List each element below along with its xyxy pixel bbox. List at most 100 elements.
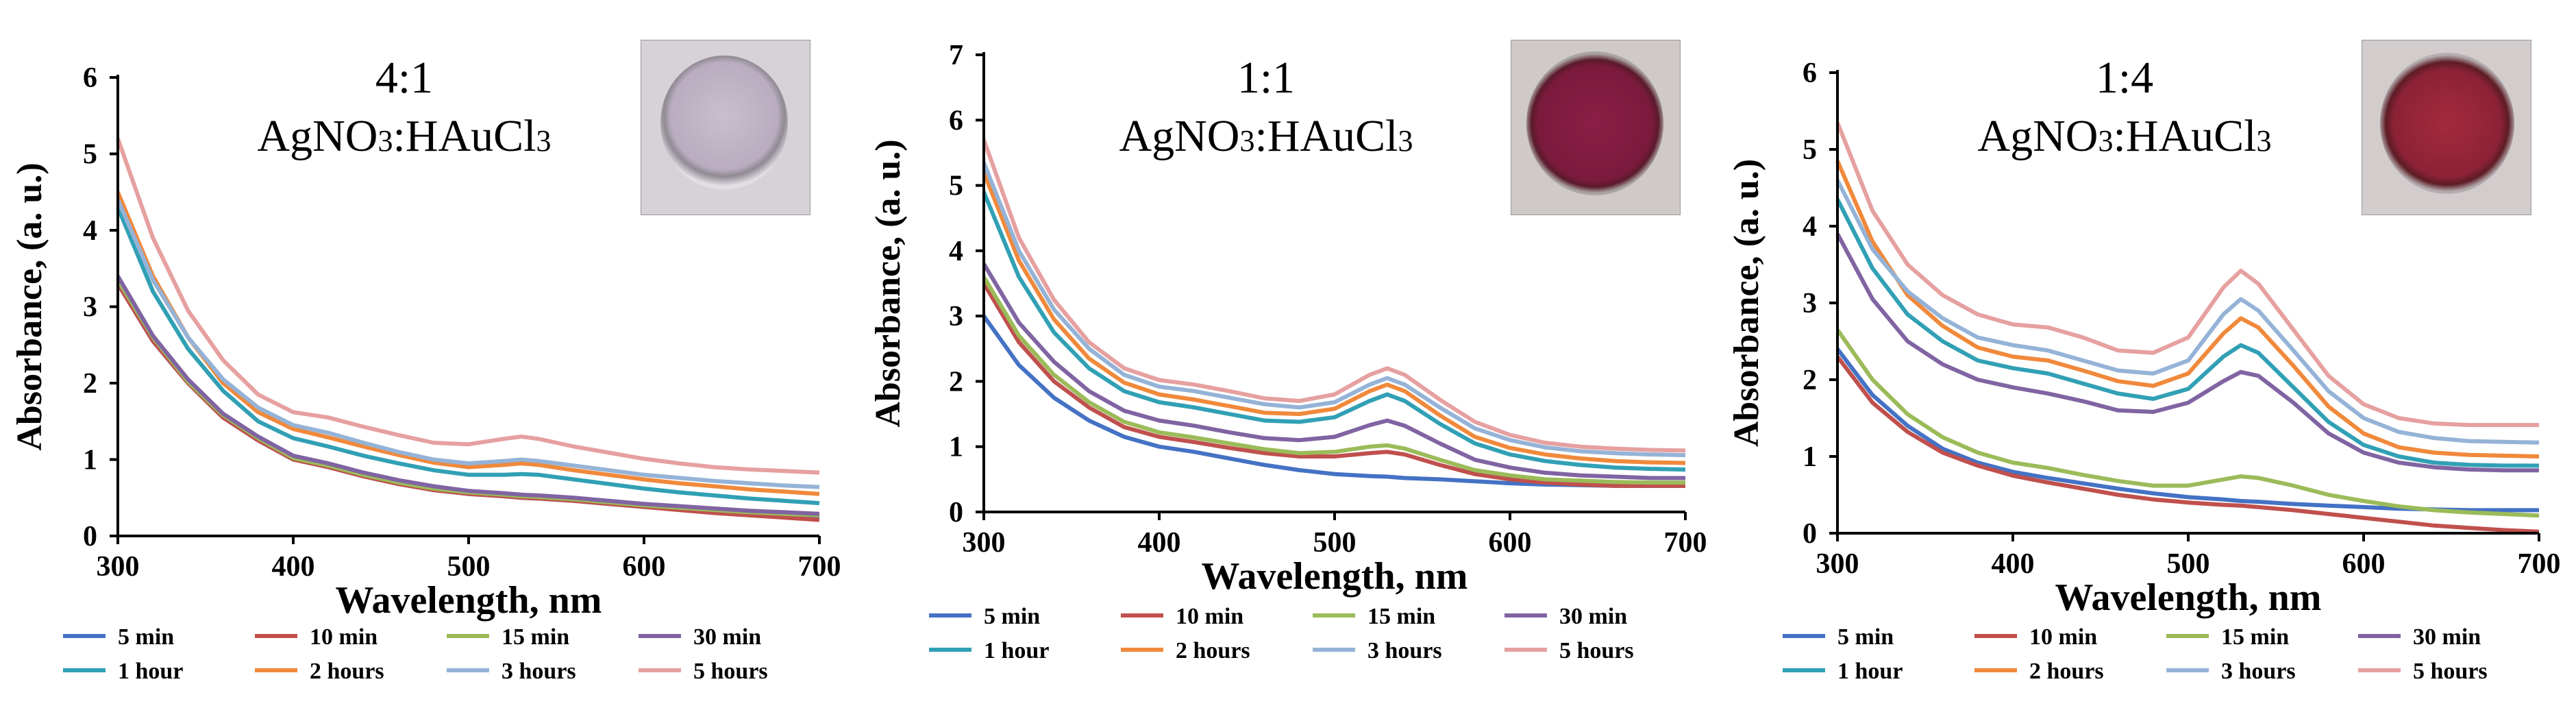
legend-item-5-min: 5 min bbox=[63, 624, 174, 650]
legend-item-3-hours: 3 hours bbox=[1313, 638, 1442, 663]
series-line-1-hour bbox=[1835, 198, 2539, 468]
legend-item-30-min: 30 min bbox=[1504, 604, 1627, 629]
series-line-15-min bbox=[1835, 328, 2540, 518]
legend-item-5-hours: 5 hours bbox=[1504, 638, 1634, 663]
legend-item-1-hour: 1 hour bbox=[929, 638, 1049, 663]
legend-label: 1 hour bbox=[984, 638, 1049, 663]
series-line-1-hour bbox=[116, 206, 820, 506]
legend-item-30-min: 30 min bbox=[639, 624, 761, 650]
y-tick-label: 5 bbox=[949, 171, 963, 202]
y-tick-label: 6 bbox=[949, 105, 963, 136]
y-tick-label: 1 bbox=[949, 432, 963, 463]
legend-label: 15 min bbox=[1367, 604, 1435, 629]
legend-label: 2 hours bbox=[2029, 659, 2104, 684]
series-line-15-min bbox=[982, 276, 1685, 485]
legend-label: 3 hours bbox=[501, 659, 576, 684]
legend-item-2-hours: 2 hours bbox=[255, 659, 384, 684]
legend-item-2-hours: 2 hours bbox=[1974, 659, 2104, 684]
x-tick-label: 400 bbox=[272, 551, 315, 583]
x-axis-label: Wavelength, nm bbox=[336, 579, 602, 622]
series-line-2-hours bbox=[116, 191, 820, 496]
legend-label: 10 min bbox=[1176, 604, 1243, 629]
chart-panel-4-1: 0 1 2 3 4 5 6 300 400 500 600 700 Wavelength, nm Abso… bbox=[0, 0, 858, 721]
y-axis-label: Absorbance, (a. u.) bbox=[1727, 159, 1766, 447]
legend-item-15-min: 15 min bbox=[447, 624, 569, 650]
chart-4-1: 0 1 2 3 4 5 6 300 400 500 600 700 Wavelength, nm Abso… bbox=[10, 53, 841, 684]
y-tick-label: 6 bbox=[83, 62, 97, 94]
legend-item-15-min: 15 min bbox=[2166, 624, 2289, 650]
chart-panel-1-1: 0 1 2 3 4 5 6 7 300 400 500 600 700 Wavelength, nm Abs… bbox=[858, 0, 1717, 721]
y-tick-label: 4 bbox=[1803, 211, 1817, 243]
legend-label: 1 hour bbox=[118, 659, 183, 684]
legend-item-10-min: 10 min bbox=[255, 624, 377, 650]
chart-title: 1:1 bbox=[1237, 53, 1295, 103]
y-tick-label: 0 bbox=[1803, 518, 1817, 550]
legend-item-5-min: 5 min bbox=[929, 604, 1040, 629]
legend-item-5-min: 5 min bbox=[1783, 624, 1894, 650]
y-tick-label: 0 bbox=[83, 521, 97, 552]
series-line-3-hours bbox=[116, 199, 820, 489]
x-tick-label: 400 bbox=[1992, 548, 2035, 580]
legend-item-15-min: 15 min bbox=[1313, 604, 1435, 629]
x-tick-label: 500 bbox=[1313, 527, 1357, 559]
y-tick-label: 2 bbox=[1803, 365, 1817, 396]
legend-label: 5 hours bbox=[2413, 659, 2488, 684]
legend-item-5-hours: 5 hours bbox=[2358, 659, 2488, 684]
inset-photo-4-1 bbox=[641, 40, 810, 215]
x-tick-label: 500 bbox=[2167, 548, 2210, 580]
x-tick-label: 600 bbox=[623, 551, 666, 583]
legend-label: 30 min bbox=[693, 624, 761, 650]
x-tick-label: 500 bbox=[447, 551, 491, 583]
legend-label: 1 hour bbox=[1837, 659, 1903, 684]
x-tick-label: 300 bbox=[1816, 548, 1859, 580]
y-tick-label: 3 bbox=[949, 301, 963, 332]
legend-item-3-hours: 3 hours bbox=[2166, 659, 2296, 684]
legend-item-10-min: 10 min bbox=[1121, 604, 1243, 629]
x-axis-label: Wavelength, nm bbox=[1202, 555, 1468, 598]
chart-subtitle: AgNO3:HAuCl3 bbox=[1977, 111, 2271, 161]
series-line-30-min bbox=[982, 262, 1685, 480]
chart-subtitle: AgNO3:HAuCl3 bbox=[257, 111, 551, 161]
y-tick-label: 3 bbox=[83, 292, 97, 323]
legend-label: 5 min bbox=[1837, 624, 1894, 650]
inset-photo-1-1 bbox=[1511, 40, 1681, 215]
legend-label: 5 min bbox=[984, 604, 1040, 629]
legend-label: 15 min bbox=[501, 624, 569, 650]
y-tick-label: 7 bbox=[949, 40, 963, 71]
series-line-5-hours bbox=[116, 138, 820, 475]
legend-label: 10 min bbox=[310, 624, 377, 650]
legend-item-1-hour: 1 hour bbox=[63, 659, 183, 684]
chart-1-4: 0 1 2 3 4 5 6 300 400 500 600 700 Wavelength, nm Abso… bbox=[1727, 53, 2561, 684]
series-line-5-hours bbox=[982, 138, 1686, 453]
x-tick-label: 400 bbox=[1138, 527, 1181, 559]
legend-label: 15 min bbox=[2221, 624, 2289, 650]
chart-title: 1:4 bbox=[2096, 53, 2153, 103]
y-tick-label: 5 bbox=[1803, 134, 1817, 166]
legend-label: 30 min bbox=[2413, 624, 2481, 650]
legend-label: 10 min bbox=[2029, 624, 2097, 650]
inset-photo-1-4 bbox=[2362, 40, 2531, 215]
x-tick-label: 600 bbox=[1489, 527, 1532, 559]
legend-item-1-hour: 1 hour bbox=[1783, 659, 1903, 684]
y-tick-label: 3 bbox=[1803, 288, 1817, 319]
y-tick-label: 1 bbox=[83, 445, 97, 476]
legend-label: 5 min bbox=[118, 624, 174, 650]
series-line-30-min bbox=[116, 275, 820, 516]
legend-item-30-min: 30 min bbox=[2358, 624, 2481, 650]
y-tick-label: 2 bbox=[949, 366, 963, 398]
series-line-10-min bbox=[1835, 355, 2540, 534]
y-tick-label: 2 bbox=[83, 368, 97, 400]
series-line-3-hours bbox=[1835, 179, 2540, 445]
chart-panel-1-4: 0 1 2 3 4 5 6 300 400 500 600 700 Wavelength, nm Abso… bbox=[1717, 0, 2575, 721]
series-line-1-hour bbox=[982, 191, 1686, 472]
chart-1-1: 0 1 2 3 4 5 6 7 300 400 500 600 700 Wavelength, nm Abs… bbox=[869, 40, 1707, 663]
series-line-30-min bbox=[1835, 232, 2539, 473]
y-tick-label: 5 bbox=[83, 139, 97, 171]
series-line-2-hours bbox=[1835, 160, 2540, 459]
x-tick-label: 700 bbox=[2518, 548, 2561, 580]
x-tick-label: 300 bbox=[963, 527, 1006, 559]
x-tick-label: 700 bbox=[1664, 527, 1707, 559]
legend-label: 2 hours bbox=[310, 659, 384, 684]
chart-title: 4:1 bbox=[375, 53, 433, 103]
